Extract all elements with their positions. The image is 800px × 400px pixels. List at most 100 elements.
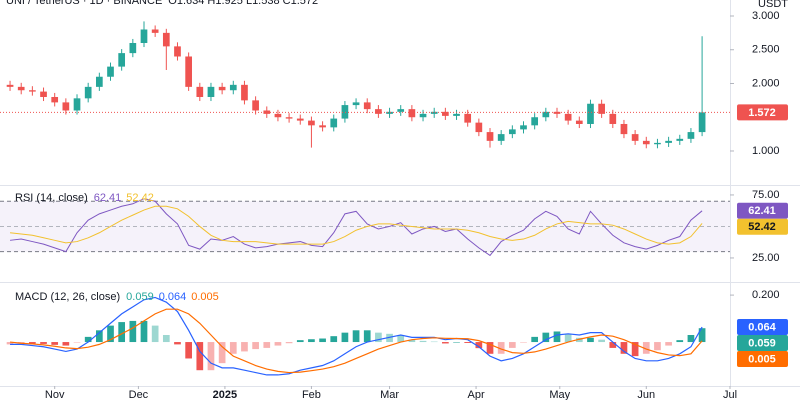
histogram-bar xyxy=(609,342,617,348)
candle-body xyxy=(185,56,192,87)
histogram-bar xyxy=(341,332,349,343)
histogram-bar xyxy=(330,336,338,343)
histogram-bar xyxy=(319,338,326,343)
histogram-bar xyxy=(196,342,204,371)
candle-body xyxy=(620,123,628,135)
histogram-bar xyxy=(29,342,36,344)
x-tick-label: Nov xyxy=(45,389,65,400)
candle-body xyxy=(252,100,259,111)
value-label-box xyxy=(737,104,788,121)
histogram-bar xyxy=(475,342,483,349)
y-tick-label: 75.00 xyxy=(752,189,780,201)
histogram-bar xyxy=(308,339,315,343)
histogram-bar xyxy=(442,342,449,344)
legend-value: 0.064 xyxy=(159,291,187,303)
candle-body xyxy=(207,86,215,97)
histogram-bar xyxy=(430,341,438,343)
candle-body xyxy=(497,134,505,141)
x-tick-label: May xyxy=(549,389,570,400)
histogram-bar xyxy=(129,320,137,343)
histogram-bar xyxy=(73,342,81,343)
histogram-bar xyxy=(40,342,47,344)
candle-body xyxy=(363,102,371,110)
candle-body xyxy=(475,122,483,133)
histogram-bar xyxy=(453,342,460,343)
candle-body xyxy=(676,138,684,141)
legend-value: 52.42 xyxy=(126,192,154,204)
candle-body xyxy=(95,76,103,87)
value-label: 0.064 xyxy=(748,321,776,333)
candle-body xyxy=(84,86,92,99)
candle-body xyxy=(408,109,416,118)
x-tick-label: Jul xyxy=(723,389,737,400)
x-tick-label: 2025 xyxy=(213,389,237,400)
candle-body xyxy=(654,142,661,145)
histogram-bar xyxy=(252,342,259,350)
candle-body xyxy=(486,132,494,141)
histogram-bar xyxy=(508,342,516,348)
candle-body xyxy=(107,66,114,77)
legend-title: RSI (14, close) xyxy=(15,192,88,204)
value-label-box xyxy=(737,351,788,368)
histogram-bar xyxy=(118,322,126,343)
histogram-bar xyxy=(352,330,360,343)
series-line xyxy=(10,296,703,376)
candle-body xyxy=(375,109,382,114)
histogram-bar xyxy=(642,342,650,354)
value-label-box xyxy=(737,319,788,336)
candle-body xyxy=(140,29,148,43)
x-tick-label: Apr xyxy=(468,389,485,400)
histogram-bar xyxy=(687,335,695,343)
y-tick-label: 0.200 xyxy=(752,289,780,301)
x-tick-label: Mar xyxy=(380,389,399,400)
candle-body xyxy=(285,117,293,119)
histogram-bar xyxy=(497,342,505,354)
histogram-bar xyxy=(587,337,594,343)
histogram-bar xyxy=(140,320,148,343)
histogram-bar xyxy=(185,342,192,359)
candle-body xyxy=(631,134,639,141)
chart-title: UNI / TetherUS · 1D · BINANCE xyxy=(6,0,162,7)
histogram-bar xyxy=(174,342,181,345)
histogram-bar xyxy=(218,342,226,364)
histogram-bar xyxy=(363,330,371,343)
candle-body xyxy=(73,98,81,111)
histogram-bar xyxy=(151,325,159,343)
candle-body xyxy=(263,110,271,114)
histogram-bar xyxy=(676,340,684,343)
candle-body xyxy=(229,84,237,91)
histogram-bar xyxy=(598,339,605,343)
candle-body xyxy=(531,117,539,126)
candle-body xyxy=(665,140,672,143)
candle-body xyxy=(274,113,282,118)
histogram-bar xyxy=(665,342,672,346)
candle-body xyxy=(564,113,572,121)
candle-body xyxy=(118,53,126,67)
y-tick-label: 25.00 xyxy=(752,252,780,264)
histogram-bar xyxy=(162,335,170,343)
histogram-bar xyxy=(620,342,628,354)
candle-body xyxy=(453,113,460,116)
chart-subtitle: O1.634 H1.925 L1.538 C1.572 xyxy=(168,0,318,7)
candle-body xyxy=(196,86,204,97)
histogram-bar xyxy=(520,342,527,343)
histogram-bar xyxy=(229,342,237,354)
x-tick-label: Feb xyxy=(302,389,321,400)
candle-body xyxy=(430,111,438,114)
candle-body xyxy=(319,125,326,128)
histogram-bar xyxy=(564,333,572,343)
histogram-bar xyxy=(62,342,70,346)
histogram-bar xyxy=(274,342,282,346)
candle-body xyxy=(162,32,170,47)
histogram-bar xyxy=(6,342,14,345)
histogram-bar xyxy=(51,342,59,345)
histogram-bar xyxy=(241,342,248,352)
value-label-box xyxy=(737,335,788,352)
candle-body xyxy=(553,111,561,114)
candle-body xyxy=(308,120,315,126)
candle-body xyxy=(40,91,47,97)
candle-body xyxy=(386,111,393,114)
value-label: 52.42 xyxy=(748,221,776,233)
